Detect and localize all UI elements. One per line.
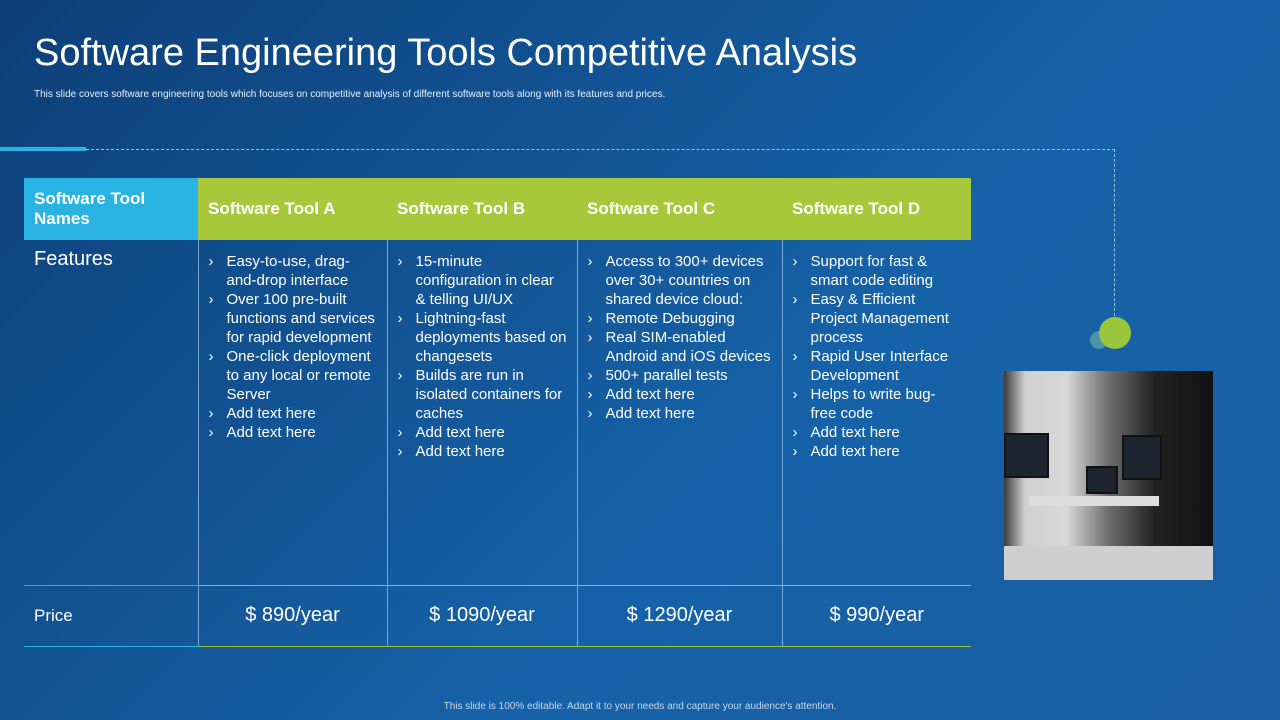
header-cell-names: Software Tool Names	[24, 178, 198, 240]
features-tool-a: Easy-to-use, drag-and-drop interfaceOver…	[197, 240, 387, 586]
feature-item: Over 100 pre-built functions and service…	[209, 290, 377, 347]
price-tool-c: $ 1290/year	[576, 585, 782, 647]
office-photo	[1004, 371, 1213, 580]
feature-list: Easy-to-use, drag-and-drop interfaceOver…	[209, 252, 377, 442]
feature-item: Add text here	[793, 423, 962, 442]
table-row-price: Price $ 890/year $ 1090/year $ 1290/year…	[24, 585, 971, 647]
table-row-features: Features Easy-to-use, drag-and-drop inte…	[24, 240, 971, 586]
comparison-table: Software Tool Names Software Tool A Soft…	[24, 178, 971, 647]
slide-title: Software Engineering Tools Competitive A…	[34, 32, 858, 74]
feature-list: Support for fast & smart code editingEas…	[793, 252, 962, 461]
header-cell-tool-a: Software Tool A	[198, 178, 387, 240]
feature-item: Add text here	[793, 442, 962, 461]
price-tool-b: $ 1090/year	[386, 585, 577, 647]
footer-note: This slide is 100% editable. Adapt it to…	[443, 701, 837, 712]
features-tool-b: 15-minute configuration in clear & telli…	[386, 240, 577, 586]
feature-item: Remote Debugging	[588, 309, 772, 328]
feature-item: Add text here	[398, 423, 567, 442]
header-cell-tool-b: Software Tool B	[387, 178, 577, 240]
slide-subtitle: This slide covers software engineering t…	[34, 89, 666, 100]
feature-item: Add text here	[209, 423, 377, 442]
price-tool-d: $ 990/year	[781, 585, 971, 647]
dashed-connector-horizontal	[86, 149, 1115, 150]
features-tool-c: Access to 300+ devices over 30+ countrie…	[576, 240, 782, 586]
decorative-circle-green	[1099, 317, 1131, 349]
table-header-row: Software Tool Names Software Tool A Soft…	[24, 178, 971, 240]
feature-item: Add text here	[209, 404, 377, 423]
feature-item: Lightning-fast deployments based on chan…	[398, 309, 567, 366]
feature-item: Helps to write bug-free code	[793, 385, 962, 423]
accent-line	[0, 147, 86, 151]
feature-item: Add text here	[398, 442, 567, 461]
feature-item: Easy & Efficient Project Management proc…	[793, 290, 962, 347]
price-tool-a: $ 890/year	[197, 585, 387, 647]
header-cell-tool-d: Software Tool D	[782, 178, 971, 240]
feature-item: Easy-to-use, drag-and-drop interface	[209, 252, 377, 290]
feature-item: Add text here	[588, 385, 772, 404]
feature-item: 500+ parallel tests	[588, 366, 772, 385]
feature-list: 15-minute configuration in clear & telli…	[398, 252, 567, 461]
feature-item: Rapid User Interface Development	[793, 347, 962, 385]
feature-item: Add text here	[588, 404, 772, 423]
feature-item: Builds are run in isolated containers fo…	[398, 366, 567, 423]
features-tool-d: Support for fast & smart code editingEas…	[781, 240, 971, 586]
header-cell-tool-c: Software Tool C	[577, 178, 782, 240]
feature-item: Real SIM-enabled Android and iOS devices	[588, 328, 772, 366]
dashed-connector-vertical	[1114, 149, 1115, 321]
feature-item: One-click deployment to any local or rem…	[209, 347, 377, 404]
feature-item: Access to 300+ devices over 30+ countrie…	[588, 252, 772, 309]
features-label: Features	[24, 240, 198, 586]
feature-item: Support for fast & smart code editing	[793, 252, 962, 290]
feature-item: 15-minute configuration in clear & telli…	[398, 252, 567, 309]
feature-list: Access to 300+ devices over 30+ countrie…	[588, 252, 772, 423]
price-label: Price	[24, 585, 198, 647]
